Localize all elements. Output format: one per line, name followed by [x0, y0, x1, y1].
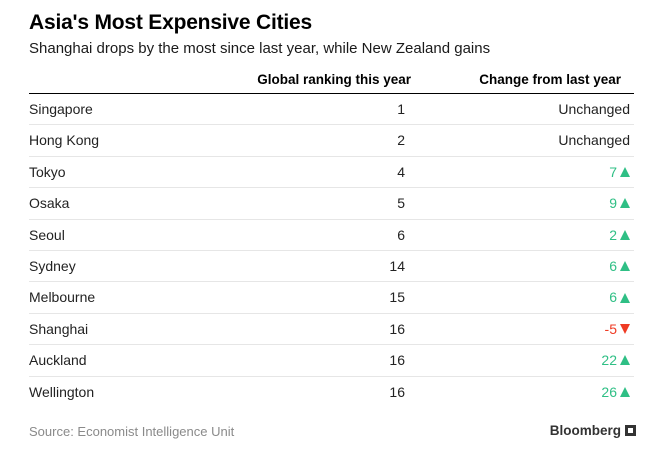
city-name: Shanghai — [29, 320, 89, 337]
triangle-up-icon — [620, 198, 630, 209]
global-rank-value: 16 — [389, 352, 405, 369]
city-name: Seoul — [29, 226, 65, 243]
table-row: Wellington 16 26 — [29, 377, 634, 408]
global-rank-value: 5 — [397, 195, 405, 212]
triangle-up-icon — [620, 386, 630, 397]
table-row: Sydney 14 6 — [29, 251, 634, 283]
rank-change-cell: 2 — [609, 227, 630, 243]
rank-change-value: Unchanged — [558, 132, 630, 149]
table-row: Auckland 16 22 — [29, 345, 634, 377]
global-rank-value: 6 — [397, 226, 405, 243]
table-row: Shanghai 16 -5 — [29, 314, 634, 346]
rank-change-cell: 26 — [601, 384, 630, 400]
header-divider — [29, 93, 634, 94]
chart-subtitle: Shanghai drops by the most since last ye… — [29, 40, 491, 57]
global-rank-value: 15 — [389, 289, 405, 306]
table-body: Singapore 1 Unchanged Hong Kong 2 Unchanged To… — [29, 94, 634, 408]
column-header-change: Change from last year — [479, 72, 621, 87]
global-rank-value: 16 — [389, 383, 405, 400]
rank-change-value: 26 — [601, 383, 617, 400]
rank-change-value: 6 — [609, 257, 617, 274]
global-rank-value: 14 — [389, 257, 405, 274]
rank-change-cell: 22 — [601, 352, 630, 368]
rank-change-cell: -5 — [605, 321, 630, 337]
table-row: Seoul 6 2 — [29, 220, 634, 251]
rank-change-cell: Unchanged — [558, 132, 630, 148]
rank-change-value: 7 — [609, 163, 617, 180]
column-header-ranking: Global ranking this year — [257, 72, 411, 87]
table-row: Hong Kong 2 Unchanged — [29, 125, 634, 157]
rank-change-value: 6 — [609, 289, 617, 306]
global-rank-value: 4 — [397, 163, 405, 180]
city-name: Tokyo — [29, 163, 66, 180]
brand-logo: Bloomberg — [550, 423, 636, 438]
source-note: Source: Economist Intelligence Unit — [29, 424, 235, 439]
city-name: Sydney — [29, 257, 76, 274]
triangle-down-icon — [620, 324, 630, 335]
triangle-up-icon — [620, 167, 630, 178]
triangle-up-icon — [620, 229, 630, 240]
city-name: Singapore — [29, 101, 93, 117]
triangle-up-icon — [620, 261, 630, 272]
city-name: Wellington — [29, 383, 95, 400]
global-rank-value: 1 — [397, 101, 405, 117]
table-row: Tokyo 4 7 — [29, 157, 634, 189]
rank-change-value: Unchanged — [558, 101, 630, 117]
brand-mark-icon — [625, 425, 636, 436]
rank-change-cell: 7 — [609, 164, 630, 180]
rank-change-value: 22 — [601, 352, 617, 369]
table-row: Osaka 5 9 — [29, 188, 634, 220]
triangle-up-icon — [620, 292, 630, 303]
city-name: Osaka — [29, 195, 70, 212]
global-rank-value: 16 — [389, 320, 405, 337]
triangle-up-icon — [620, 355, 630, 366]
rank-change-cell: Unchanged — [558, 101, 630, 117]
city-name: Auckland — [29, 352, 87, 369]
rank-change-cell: 6 — [609, 289, 630, 305]
rank-change-cell: 6 — [609, 258, 630, 274]
rank-change-value: 2 — [609, 226, 617, 243]
global-rank-value: 2 — [397, 132, 405, 149]
city-name: Hong Kong — [29, 132, 100, 149]
rank-change-value: 9 — [609, 195, 617, 212]
chart-title: Asia's Most Expensive Cities — [29, 11, 313, 34]
rank-change-value: -5 — [604, 320, 617, 337]
table-row: Melbourne 15 6 — [29, 282, 634, 314]
rank-change-cell: 9 — [609, 195, 630, 211]
table-row: Singapore 1 Unchanged — [29, 94, 634, 126]
brand-name: Bloomberg — [549, 423, 621, 438]
city-name: Melbourne — [29, 289, 96, 306]
